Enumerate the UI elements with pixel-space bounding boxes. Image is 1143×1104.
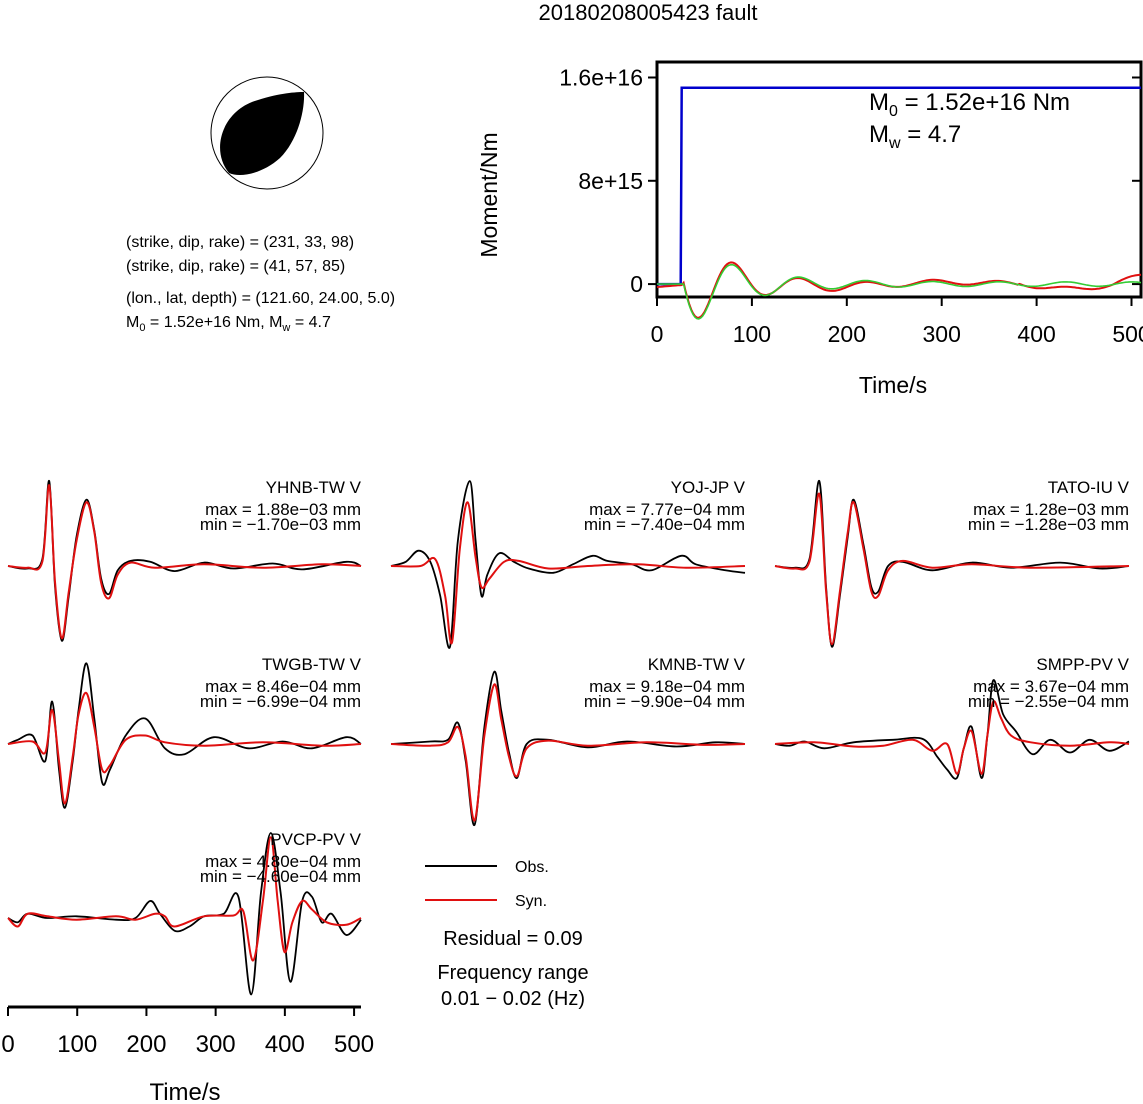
moment-xtick-label: 0 (651, 321, 664, 347)
station-name: YOJ-JP V (671, 478, 746, 497)
station-max: max = 8.46e−04 mm (205, 677, 361, 696)
waveform-xtick-label: 0 (1, 1031, 14, 1058)
moment-chart-frame (655, 60, 1143, 299)
moment-ytick-label: 8e+15 (578, 168, 643, 194)
moment-xtick-label: 100 (733, 321, 771, 347)
moment-series-line (657, 86, 1141, 286)
moment-ytick-label: 0 (630, 271, 643, 297)
moment-xlabel: Time/s (859, 372, 927, 398)
stf-red-line (656, 261, 1142, 319)
moment-annotation-m0: M0 = 1.52e+16 Nm (869, 89, 1070, 120)
moment-xtick-label: 200 (828, 321, 866, 347)
station-min: min = −9.90e−04 mm (584, 692, 745, 711)
station-min: min = −1.28e−03 mm (968, 515, 1129, 534)
moment-xtick-label: 400 (1017, 321, 1055, 347)
station-max: max = 9.18e−04 mm (589, 677, 745, 696)
moment-y-axis: 0 8e+15 1.6e+16 (559, 64, 1141, 297)
mechanism-plane1: (strike, dip, rake) = (231, 33, 98) (126, 234, 354, 251)
synthetic-trace (390, 683, 746, 822)
moment-annotation-mw: Mw = 4.7 (869, 121, 961, 152)
station-name: KMNB-TW V (648, 655, 746, 674)
waveform-x-axis: 0 100 200 300 400 500 (1, 1005, 374, 1058)
synthetic-trace (7, 836, 362, 962)
waveform-xlabel: Time/s (149, 1079, 220, 1104)
legend-syn-label: Syn. (515, 893, 547, 910)
station-name: YHNB-TW V (266, 478, 362, 497)
moment-ylabel: Moment/Nm (476, 132, 502, 257)
station-max: max = 1.88e−03 mm (205, 500, 361, 519)
frequency-range-value: 0.01 − 0.02 (Hz) (441, 988, 585, 1010)
observed-trace (390, 480, 746, 649)
station-name: PVCP-PV V (270, 830, 361, 849)
mechanism-location: (lon., lat, depth) = (121.60, 24.00, 5.0… (126, 290, 395, 307)
moment-xtick-label: 500 (1112, 321, 1143, 347)
legend: Obs. Syn. (425, 859, 549, 910)
synthetic-trace (390, 501, 746, 645)
station-min: min = −4.60e−04 mm (200, 867, 361, 886)
station-min: min = −6.99e−04 mm (200, 692, 361, 711)
station-min: min = −2.55e−04 mm (968, 692, 1129, 711)
observed-trace (7, 832, 362, 996)
legend-obs-label: Obs. (515, 859, 549, 876)
synthetic-trace (7, 691, 362, 805)
moment-chart: 0 8e+15 1.6e+16 0 100 200 300 400 500 M0 = 1.52… (476, 60, 1143, 398)
observed-trace (774, 679, 1130, 780)
station-max: max = 3.67e−04 mm (973, 677, 1129, 696)
station-min: min = −1.70e−03 mm (200, 515, 361, 534)
waveform-xtick-label: 500 (334, 1031, 374, 1058)
observed-trace (390, 670, 746, 826)
beachball-icon (210, 76, 324, 190)
station-max: max = 4.80e−04 mm (205, 852, 361, 871)
synthetic-trace (7, 484, 362, 640)
station-min: min = −7.40e−04 mm (584, 515, 745, 534)
moment-x-axis: 0 100 200 300 400 500 (651, 297, 1143, 347)
beachball-compression (220, 92, 305, 176)
figure-title: 20180208005423 fault (539, 0, 758, 25)
synthetic-trace (774, 492, 1130, 646)
mechanism-moment: M0 = 1.52e+16 Nm, Mw = 4.7 (126, 314, 331, 334)
moment-ytick-label: 1.6e+16 (559, 64, 643, 90)
frequency-range-label: Frequency range (437, 962, 588, 984)
residual-label: Residual = 0.09 (443, 928, 583, 950)
waveform-xtick-label: 400 (265, 1031, 305, 1058)
station-max: max = 1.28e−03 mm (973, 500, 1129, 519)
mechanism-plane2: (strike, dip, rake) = (41, 57, 85) (126, 258, 345, 275)
station-name: TATO-IU V (1048, 478, 1130, 497)
moment-xtick-label: 300 (923, 321, 961, 347)
waveform-xtick-label: 300 (196, 1031, 236, 1058)
waveform-xtick-label: 100 (57, 1031, 97, 1058)
synthetic-trace (774, 700, 1130, 775)
stf-green-line (657, 263, 1142, 320)
station-name: TWGB-TW V (262, 655, 362, 674)
waveform-xtick-label: 200 (126, 1031, 166, 1058)
station-name: SMPP-PV V (1036, 655, 1129, 674)
station-max: max = 7.77e−04 mm (589, 500, 745, 519)
